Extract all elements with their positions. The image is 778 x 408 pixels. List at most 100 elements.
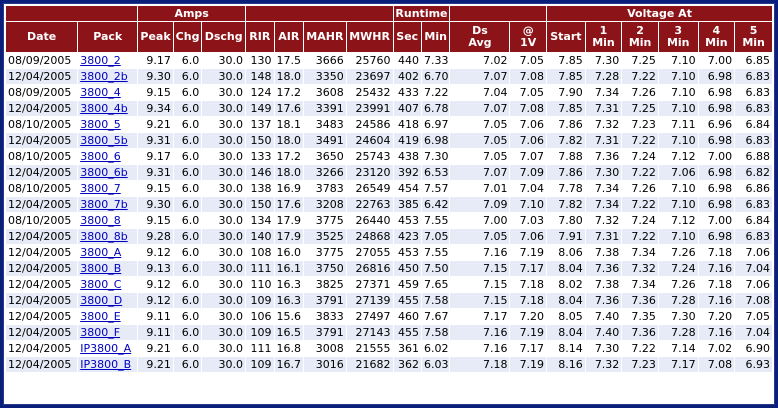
header-group-voltage-at: Voltage At	[547, 6, 772, 21]
pack-link[interactable]: 3800_6	[80, 150, 121, 163]
pack-link[interactable]: IP3800_A	[80, 342, 132, 355]
col-header-sec[interactable]: Sec	[393, 22, 421, 52]
cell-peak: 9.30	[138, 197, 173, 212]
cell-chg: 6.0	[173, 229, 202, 244]
pack-link[interactable]: 3800_4b	[80, 102, 128, 115]
cell-2-min: 7.32	[622, 261, 658, 276]
cell-min: 7.57	[421, 181, 450, 196]
cell-chg: 6.0	[173, 341, 202, 356]
cell-dschg: 30.0	[202, 229, 246, 244]
col-header-date[interactable]: Date	[6, 22, 78, 52]
col-header-air[interactable]: AIR	[274, 22, 303, 52]
cell-air: 17.2	[274, 149, 303, 164]
cell-dschg: 30.0	[202, 165, 246, 180]
cell-4-min: 7.00	[698, 213, 735, 228]
cell-rir: 110	[246, 277, 274, 292]
col-header-min[interactable]: Min	[421, 22, 450, 52]
col-header-mahr[interactable]: MAHR	[304, 22, 346, 52]
cell-air: 17.2	[274, 85, 303, 100]
cell-min: 6.78	[421, 101, 450, 116]
cell-air: 16.1	[274, 261, 303, 276]
pack-link[interactable]: 3800_E	[80, 310, 121, 323]
col-header-2-min[interactable]: 2 Min	[622, 22, 658, 52]
col-header-at-1v[interactable]: @ 1V	[510, 22, 547, 52]
cell-at-1v: 7.05	[510, 85, 547, 100]
pack-link[interactable]: 3800_5b	[80, 134, 128, 147]
cell-3-min: 7.10	[658, 69, 698, 84]
cell-pack: 3800_B	[78, 261, 138, 276]
cell-4-min: 6.98	[698, 69, 735, 84]
col-header-4-min[interactable]: 4 Min	[698, 22, 735, 52]
cell-ds-avg: 7.09	[450, 197, 510, 212]
col-header-start[interactable]: Start	[547, 22, 585, 52]
cell-ds-avg: 7.15	[450, 293, 510, 308]
pack-link[interactable]: 3800_B	[80, 262, 122, 275]
cell-1-min: 7.28	[585, 69, 622, 84]
table-row: 12/04/2005 3800_B 9.13 6.0 30.0 111 16.1 3750 26…	[6, 261, 772, 276]
col-header-pack[interactable]: Pack	[78, 22, 138, 52]
cell-start: 7.85	[547, 53, 585, 68]
cell-dschg: 30.0	[202, 245, 246, 260]
cell-3-min: 7.10	[658, 53, 698, 68]
cell-5-min: 7.08	[735, 293, 772, 308]
cell-1-min: 7.30	[585, 53, 622, 68]
pack-link[interactable]: 3800_2b	[80, 70, 128, 83]
cell-ds-avg: 7.07	[450, 165, 510, 180]
col-header-5-min[interactable]: 5 Min	[735, 22, 772, 52]
cell-start: 7.86	[547, 117, 585, 132]
col-header-3-min[interactable]: 3 Min	[658, 22, 698, 52]
cell-date: 12/04/2005	[6, 293, 78, 308]
pack-link[interactable]: IP3800_B	[80, 358, 132, 371]
cell-sec: 402	[393, 69, 421, 84]
pack-link[interactable]: 3800_5	[80, 118, 121, 131]
table-row: 12/04/2005 3800_E 9.11 6.0 30.0 106 15.6 3833 27…	[6, 309, 772, 324]
cell-chg: 6.0	[173, 293, 202, 308]
pack-link[interactable]: 3800_6b	[80, 166, 128, 179]
col-header-rir[interactable]: RIR	[246, 22, 274, 52]
pack-link[interactable]: 3800_7b	[80, 198, 128, 211]
col-header-ds-avg[interactable]: Ds Avg	[450, 22, 510, 52]
cell-chg: 6.0	[173, 149, 202, 164]
cell-start: 7.88	[547, 149, 585, 164]
pack-link[interactable]: 3800_4	[80, 86, 121, 99]
cell-dschg: 30.0	[202, 53, 246, 68]
col-header-1-min[interactable]: 1 Min	[585, 22, 622, 52]
cell-peak: 9.34	[138, 101, 173, 116]
cell-mahr: 3483	[304, 117, 346, 132]
cell-min: 7.67	[421, 309, 450, 324]
cell-mwhr: 23991	[346, 101, 393, 116]
cell-start: 7.78	[547, 181, 585, 196]
cell-min: 6.03	[421, 357, 450, 372]
pack-link[interactable]: 3800_7	[80, 182, 121, 195]
cell-ds-avg: 7.05	[450, 229, 510, 244]
pack-link[interactable]: 3800_2	[80, 54, 121, 67]
cell-sec: 392	[393, 165, 421, 180]
table-row: 12/04/2005 3800_4b 9.34 6.0 30.0 149 17.6 3391 2…	[6, 101, 772, 116]
cell-pack: 3800_6	[78, 149, 138, 164]
cell-pack: 3800_6b	[78, 165, 138, 180]
col-header-chg[interactable]: Chg	[173, 22, 202, 52]
pack-link[interactable]: 3800_F	[80, 326, 121, 339]
pack-link[interactable]: 3800_8	[80, 214, 121, 227]
cell-min: 7.58	[421, 293, 450, 308]
table-row: 12/04/2005 3800_6b 9.31 6.0 30.0 146 18.0 3266 2…	[6, 165, 772, 180]
cell-at-1v: 7.06	[510, 117, 547, 132]
table-row: 12/04/2005 3800_C 9.12 6.0 30.0 110 16.3 3825 27…	[6, 277, 772, 292]
table-row: 08/10/2005 3800_6 9.17 6.0 30.0 133 17.2 3650 25…	[6, 149, 772, 164]
pack-link[interactable]: 3800_D	[80, 294, 123, 307]
cell-air: 17.6	[274, 101, 303, 116]
cell-2-min: 7.36	[622, 325, 658, 340]
col-header-peak[interactable]: Peak	[138, 22, 173, 52]
pack-link[interactable]: 3800_8b	[80, 230, 128, 243]
pack-link[interactable]: 3800_C	[80, 278, 122, 291]
cell-at-1v: 7.09	[510, 165, 547, 180]
cell-mwhr: 25760	[346, 53, 393, 68]
col-header-dschg[interactable]: Dschg	[202, 22, 246, 52]
cell-pack: 3800_5b	[78, 133, 138, 148]
col-header-mwhr[interactable]: MWHR	[346, 22, 393, 52]
cell-4-min: 6.96	[698, 117, 735, 132]
cell-air: 16.8	[274, 341, 303, 356]
cell-1-min: 7.31	[585, 101, 622, 116]
cell-rir: 108	[246, 245, 274, 260]
pack-link[interactable]: 3800_A	[80, 246, 122, 259]
